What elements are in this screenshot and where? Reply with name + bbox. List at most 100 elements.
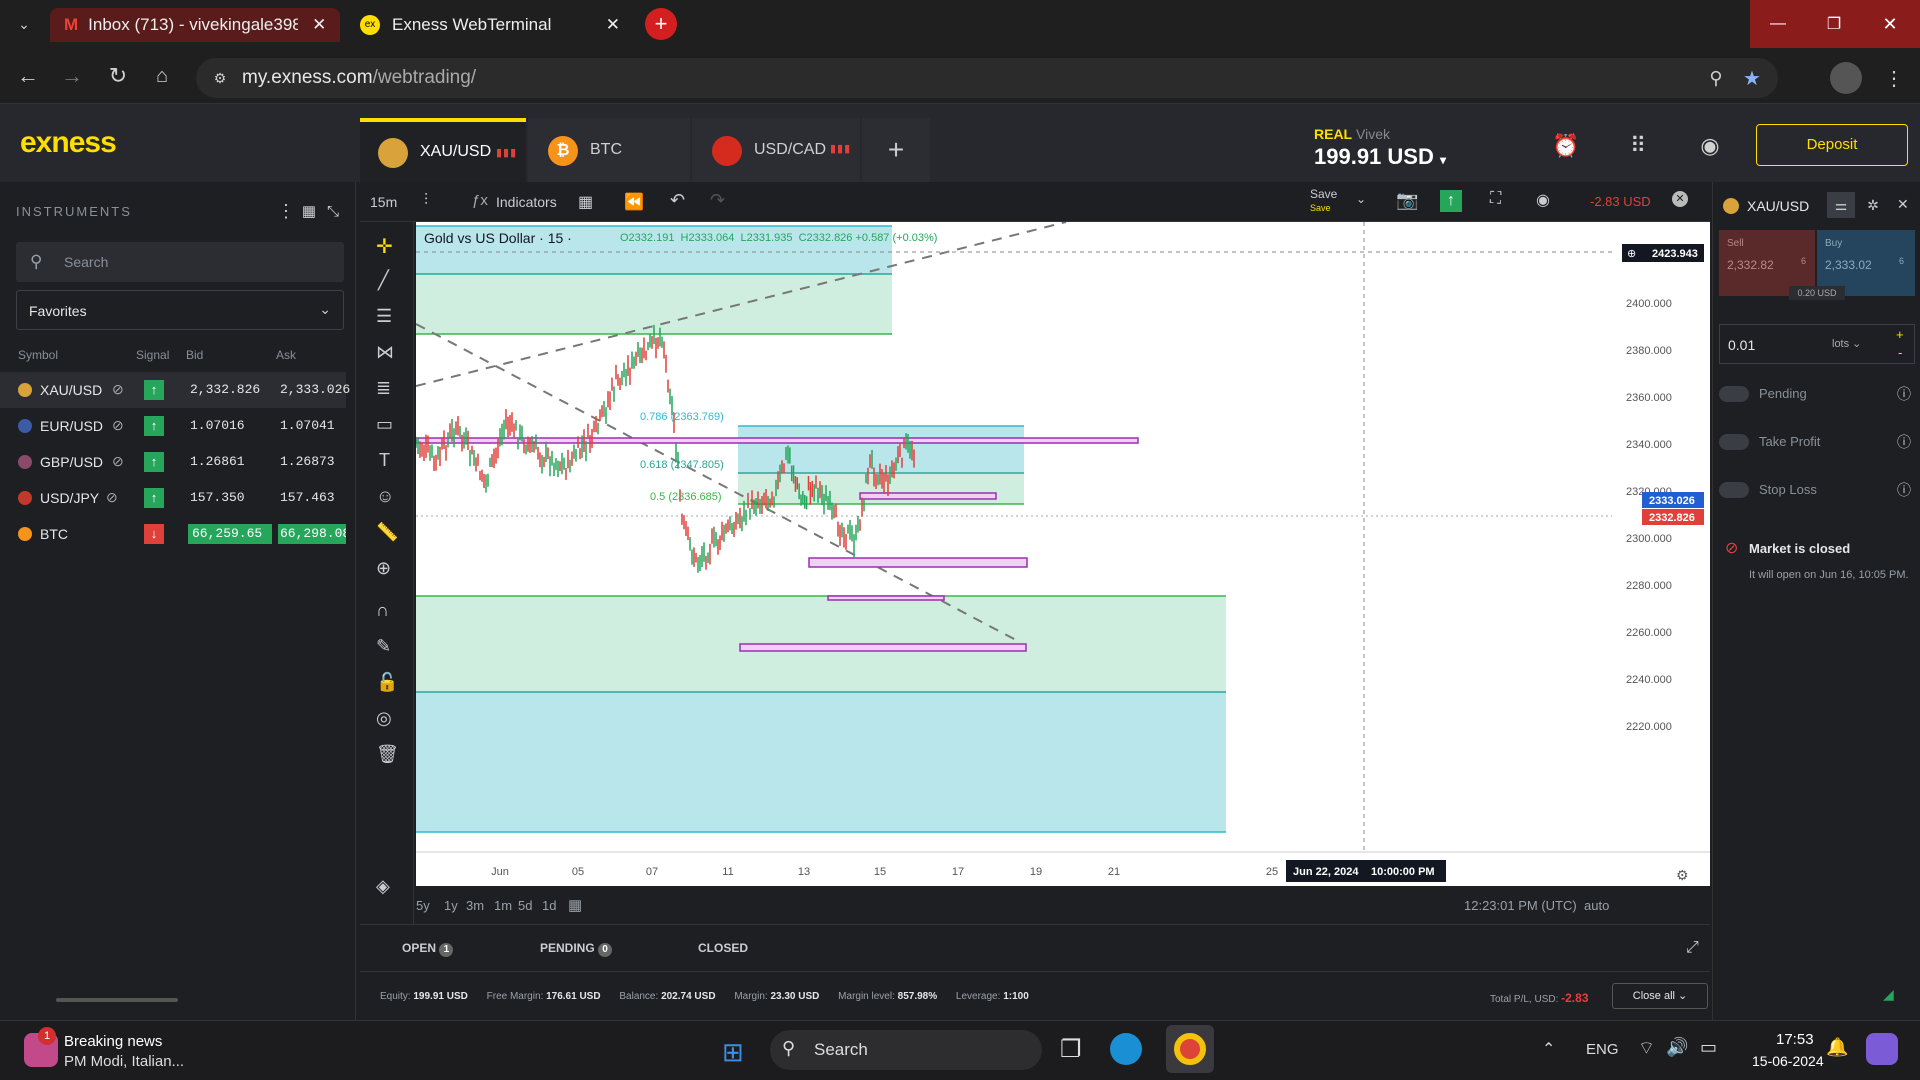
table-row[interactable]: EUR/USD ⊘ ↑ 1.07016 1.07041 [0,408,346,444]
table-row[interactable]: GBP/USD ⊘ ↑ 1.26861 1.26873 [0,444,346,480]
take-profit-toggle[interactable] [1719,434,1749,450]
trend-line-icon[interactable]: ╱ [378,270,389,290]
replay-icon[interactable]: ⏪ [624,194,644,211]
edge-icon[interactable] [1110,1033,1142,1065]
lock-icon[interactable]: 🔓 [376,672,399,692]
zoom-icon[interactable]: ⚲ [1709,67,1723,88]
calendar-icon[interactable]: ▦ [568,897,583,914]
taskbar-search[interactable]: ⚲ Search [770,1030,1042,1070]
unit-select[interactable]: lots ⌄ [1832,338,1862,350]
ask-price[interactable]: 2,333.026 [280,382,351,397]
collapse-panel-icon[interactable]: ⤡ [326,202,339,220]
disabled-icon[interactable]: ⊘ [112,453,124,469]
apps-grid-icon[interactable]: ⠿ [1629,133,1647,158]
one-click-icon[interactable]: ✲ [1867,197,1879,213]
clock-time[interactable]: 17:53 [1776,1031,1814,1048]
close-all-button[interactable]: Close all ⌄ [1612,983,1708,1009]
battery-icon[interactable]: ▭ [1700,1037,1718,1057]
expand-icon[interactable]: ⤢ [1686,939,1699,956]
favorites-dropdown[interactable]: Favorites ⌄ [16,290,344,330]
fib-icon[interactable]: ≣ [376,378,392,398]
exness-logo[interactable]: exness [20,126,117,159]
sell-button[interactable]: Sell 2,332.82 6 [1719,230,1815,296]
time-axis[interactable] [416,852,1710,886]
close-icon[interactable]: ✕ [1897,196,1909,212]
range-button[interactable]: 5d [518,898,533,913]
copilot-icon[interactable] [1866,1033,1898,1065]
url-input[interactable]: ⚙ my.exness.com/webtrading/ ⚲ ★ [196,58,1778,98]
interval-button[interactable]: 15m [370,194,398,210]
ask-price[interactable]: 157.463 [280,490,335,505]
forward-icon[interactable]: → [61,63,83,88]
price-chart[interactable]: 0.786 (2363.769) 0.618 (2347.805) 0.5 (2… [416,222,1710,886]
new-tab-icon[interactable]: + [645,8,677,40]
bookmark-star-icon[interactable]: ★ [1743,67,1761,90]
home-icon[interactable]: ⌂ [155,64,169,87]
browser-menu-icon[interactable]: ⋮ [1884,67,1904,90]
ask-price[interactable]: 1.26873 [280,454,335,469]
chart-svg[interactable]: 0.786 (2363.769) 0.618 (2347.805) 0.5 (2… [416,222,1710,886]
pattern-icon[interactable]: ⋈ [376,342,394,362]
tab-closed[interactable]: CLOSED [698,941,749,955]
layers-icon[interactable]: ◈ [376,876,390,896]
save-button[interactable]: Save [1310,187,1338,201]
tab-pending[interactable]: PENDING 0 [540,941,613,957]
bid-price[interactable]: 157.350 [190,490,245,505]
close-window-icon[interactable]: ✕ [1882,13,1898,34]
templates-icon[interactable]: ▦ [578,194,594,211]
info-icon[interactable]: ⓘ [1897,434,1911,450]
ruler-icon[interactable]: 📏 [376,522,399,542]
redo-icon[interactable]: ↷ [710,190,726,210]
balance-display[interactable]: 199.91 USD ▾ [1314,144,1447,169]
indicators-button[interactable]: Indicators [496,194,557,210]
volume-input[interactable]: 0.01 lots ⌄ + - [1719,324,1915,364]
stop-loss-toggle[interactable] [1719,482,1749,498]
wifi-icon[interactable]: ⌔ [1638,1038,1655,1058]
candles-icon[interactable]: ⫶ [424,192,429,209]
disabled-icon[interactable]: ⊘ [106,489,118,505]
increase-icon[interactable]: + [1896,327,1904,342]
eye-icon[interactable]: ◉ [1536,192,1550,209]
table-row[interactable]: XAU/USD ⊘ ↑ 2,332.826 2,333.026 [0,372,350,408]
site-info-icon[interactable]: ⚙ [213,69,227,86]
magnet-icon[interactable]: ∩ [376,600,389,620]
language-indicator[interactable]: ENG [1586,1041,1619,1058]
reload-icon[interactable]: ↻ [108,63,128,88]
task-view-icon[interactable]: ❐ [1060,1036,1082,1063]
price-axis[interactable] [1612,222,1710,852]
tab-gmail[interactable]: M Inbox (713) - vivekingale3989@ ✕ [50,8,340,42]
add-instrument-icon[interactable]: + [862,118,930,182]
news-title[interactable]: Breaking news [64,1033,163,1050]
ask-price[interactable]: 66,298.08 [278,524,346,544]
profile-icon[interactable]: ◉ [1700,133,1720,158]
chevron-down-icon[interactable]: ⌄ [1356,192,1367,206]
trash-icon[interactable]: 🗑 [376,744,399,764]
instrument-tab-usdcad[interactable]: USD/CAD ▮▮▮ [692,118,860,182]
bid-price[interactable]: 66,259.65 [188,524,272,544]
close-icon[interactable]: ✕ [1672,191,1688,207]
disabled-icon[interactable]: ⊘ [112,417,124,433]
zoom-in-icon[interactable]: ⊕ [376,558,392,578]
close-icon[interactable]: ✕ [312,15,327,34]
profile-avatar[interactable] [1830,62,1862,94]
bid-price[interactable]: 2,332.826 [190,382,261,397]
table-row[interactable]: BTC ↓ 66,259.65 66,298.08 [0,516,346,552]
tab-list-icon[interactable]: ⌄ [18,15,30,32]
ask-price[interactable]: 1.07041 [280,418,335,433]
arrow-up-icon[interactable]: ↑ [1440,190,1462,212]
disabled-icon[interactable]: ⊘ [112,381,124,397]
grid-view-icon[interactable]: ▦ [301,203,317,220]
decrease-icon[interactable]: - [1898,345,1903,360]
instrument-tab-btc[interactable]: ₿ BTC [528,118,690,182]
deposit-button[interactable]: Deposit [1756,124,1908,166]
horizontal-lines-icon[interactable]: ☰ [376,306,393,326]
rectangle-icon[interactable]: ▭ [376,414,394,434]
auto-scale-button[interactable]: auto [1584,898,1610,913]
fullscreen-icon[interactable]: ⛶ [1490,190,1502,207]
settings-sliders-icon[interactable]: ⚌ [1827,192,1855,218]
tab-open[interactable]: OPEN 1 [402,941,454,957]
info-icon[interactable]: ⓘ [1897,482,1911,498]
search-input[interactable]: ⚲ Search [16,242,344,282]
back-icon[interactable]: ← [17,63,39,88]
eye-icon[interactable]: ◎ [376,708,392,728]
